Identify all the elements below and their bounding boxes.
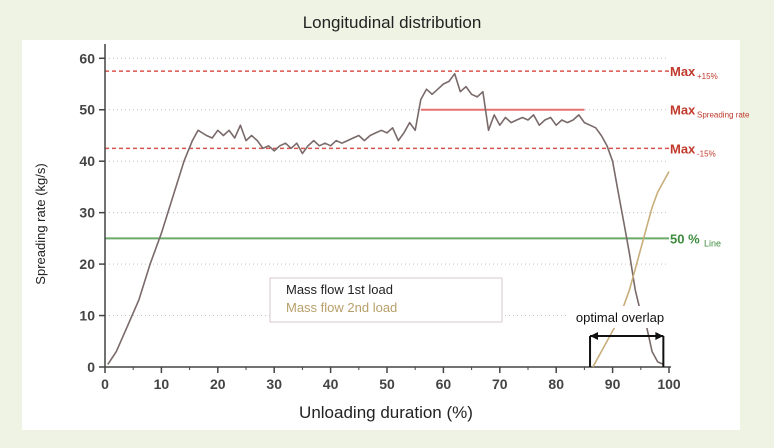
legend-entry-1: Mass flow 1st load [286,282,393,297]
x-tick-label-10: 100 [657,376,681,392]
x-tick-label-7: 70 [492,376,508,392]
reference-label-1: Max [670,103,696,118]
chart-title: Longitudinal distribution [303,13,482,32]
reference-label-2: Max [670,141,696,156]
x-tick-label-1: 10 [154,376,170,392]
y-tick-label-3: 30 [79,205,95,221]
series-line-2 [592,171,670,368]
x-tick-label-3: 30 [266,376,282,392]
overlap-arrow-head-left [590,332,599,340]
x-tick-label-8: 80 [548,376,564,392]
y-tick-label-0: 0 [87,359,95,375]
legend-box [269,277,503,323]
x-tick-label-5: 50 [379,376,395,392]
reference-sublabel-2: -15% [697,149,716,158]
reference-label-3: 50 % [670,231,700,246]
legend: Mass flow 1st load Mass flow 2nd load [269,277,503,323]
y-tick-label-5: 50 [79,102,95,118]
plot-panel [22,40,740,430]
x-tick-label-4: 40 [323,376,339,392]
overlap-label-bg [566,306,674,328]
reference-sublabel-0: +15% [697,72,718,81]
x-tick-label-6: 60 [436,376,452,392]
y-axis-label: Spreading rate (kg/s) [33,163,48,284]
reference-sublabel-1: Spreading rate [697,111,750,120]
overlap-annotation: optimal overlap [566,306,674,367]
reference-label-0: Max [670,64,696,79]
axes: 0 10 20 30 40 50 60 0 10 20 30 40 50 60 70 80 90 100 [79,44,681,392]
reference-sublabel-3: Line [704,238,721,248]
y-tick-label-1: 10 [79,308,95,324]
x-axis-label: Unloading duration (%) [299,403,473,422]
x-tick-label-2: 20 [210,376,226,392]
y-tick-label-2: 20 [79,256,95,272]
series [107,72,670,368]
legend-entry-2: Mass flow 2nd load [286,300,397,315]
overlap-arrow-head-right [655,332,664,340]
y-tick-label-6: 60 [79,50,95,66]
overlap-label: optimal overlap [576,310,664,325]
series-line-1 [107,72,664,366]
x-tick-label-9: 90 [605,376,621,392]
y-tick-label-4: 40 [79,153,95,169]
x-tick-label-0: 0 [101,376,109,392]
